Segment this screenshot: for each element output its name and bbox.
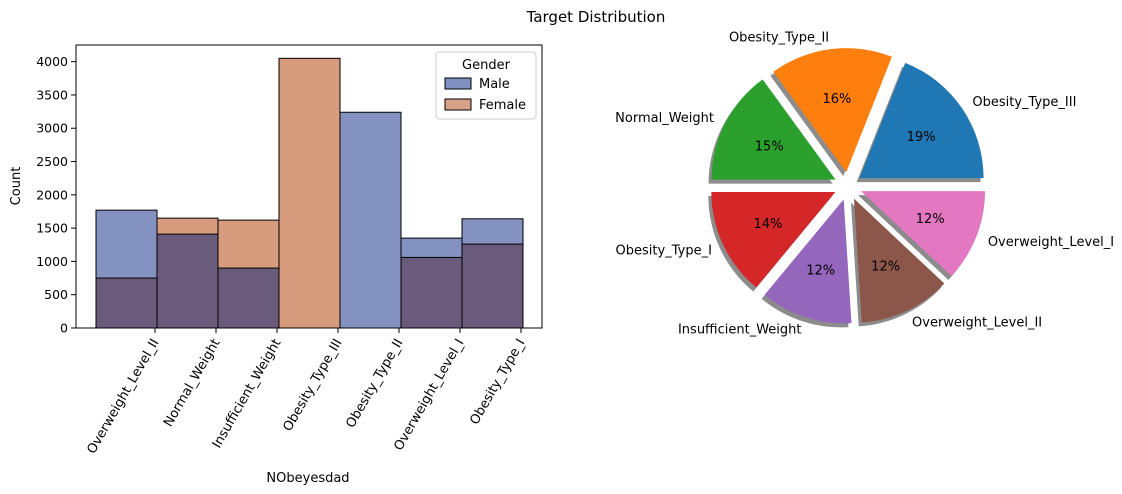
pie-category-label: Normal_Weight (615, 111, 714, 126)
x-tick-label: Obesity_Type_II (343, 337, 406, 431)
pie-slice (764, 199, 852, 324)
pie-slice (711, 79, 836, 180)
pie-category-label: Insufficient_Weight (678, 323, 802, 338)
pie-category-label: Overweight_Level_II (912, 316, 1042, 331)
pie-percent-label: 15% (755, 139, 784, 154)
legend-title: Gender (462, 58, 511, 73)
bar-overlap (156, 233, 219, 329)
pie-percent-label: 19% (907, 130, 936, 145)
y-tick-label: 0 (60, 321, 68, 336)
pie-category-label: Obesity_Type_III (972, 95, 1076, 110)
pie-percent-label: 12% (871, 259, 900, 274)
pie-wedges (711, 48, 986, 324)
pie-percent-label: 12% (806, 264, 835, 279)
legend-swatch-male (444, 77, 472, 90)
legend-label-male: Male (479, 77, 510, 92)
x-tick-label: Obesity_Type_III (280, 337, 345, 435)
pie-slice (773, 48, 892, 173)
pie-category-label: Overweight_Level_I (988, 235, 1114, 250)
bar-overlap (95, 277, 158, 329)
x-axis-label: NObeyesdad (266, 471, 349, 486)
y-tick-label: 1000 (36, 254, 68, 269)
histogram-plot-frame (75, 44, 543, 329)
y-tick-label: 2000 (36, 187, 68, 202)
y-axis-label: Count (9, 167, 24, 206)
bar-male (339, 111, 402, 329)
bar-overlap (217, 267, 280, 329)
y-tick-label: 4000 (36, 54, 68, 69)
legend: Gender Male Female (435, 51, 537, 120)
x-tick-label: Overweight_Level_I (391, 337, 467, 454)
histogram-chart: 0 500 1000 1500 2000 2500 3000 3500 4000 Overwei… (9, 44, 543, 486)
legend-swatch-female (444, 98, 472, 111)
y-tick-label: 1500 (36, 221, 68, 236)
histogram-y-axis: 0 500 1000 1500 2000 2500 3000 3500 4000 (36, 54, 76, 336)
x-tick-label: Insufficient_Weight (210, 337, 285, 451)
y-tick-label: 500 (44, 287, 68, 302)
bar-overlap (400, 256, 463, 329)
x-tick-label: Overweight_Level_II (84, 337, 162, 457)
x-tick-label: Normal_Weight (161, 337, 223, 430)
pie-slice (859, 62, 984, 179)
x-tick-label: Obesity_Type_I (467, 337, 528, 428)
pie-percent-label: 12% (916, 212, 945, 227)
pie-percent-label: 14% (754, 217, 783, 232)
y-tick-label: 3500 (36, 87, 68, 102)
bar-overlap (461, 243, 524, 329)
pie-labels: 19% Obesity_Type_III 16% Obesity_Type_II 15%… (615, 30, 1114, 337)
y-tick-label: 3000 (36, 121, 68, 136)
pie-chart: 19% Obesity_Type_III 16% Obesity_Type_II 15%… (615, 30, 1114, 337)
histogram-x-axis: Overweight_Level_IINormal_WeightInsuffic… (84, 328, 528, 457)
figure-title: Target Distribution (526, 8, 666, 26)
histogram-bars (95, 57, 524, 329)
pie-category-label: Obesity_Type_I (616, 244, 712, 259)
pie-slice (853, 198, 945, 323)
pie-slice (861, 191, 986, 277)
pie-category-label: Obesity_Type_II (729, 30, 829, 45)
y-tick-label: 2500 (36, 154, 68, 169)
bar-female (278, 57, 341, 329)
legend-label-female: Female (479, 98, 526, 113)
pie-slice (711, 191, 836, 288)
pie-percent-label: 16% (822, 92, 851, 107)
